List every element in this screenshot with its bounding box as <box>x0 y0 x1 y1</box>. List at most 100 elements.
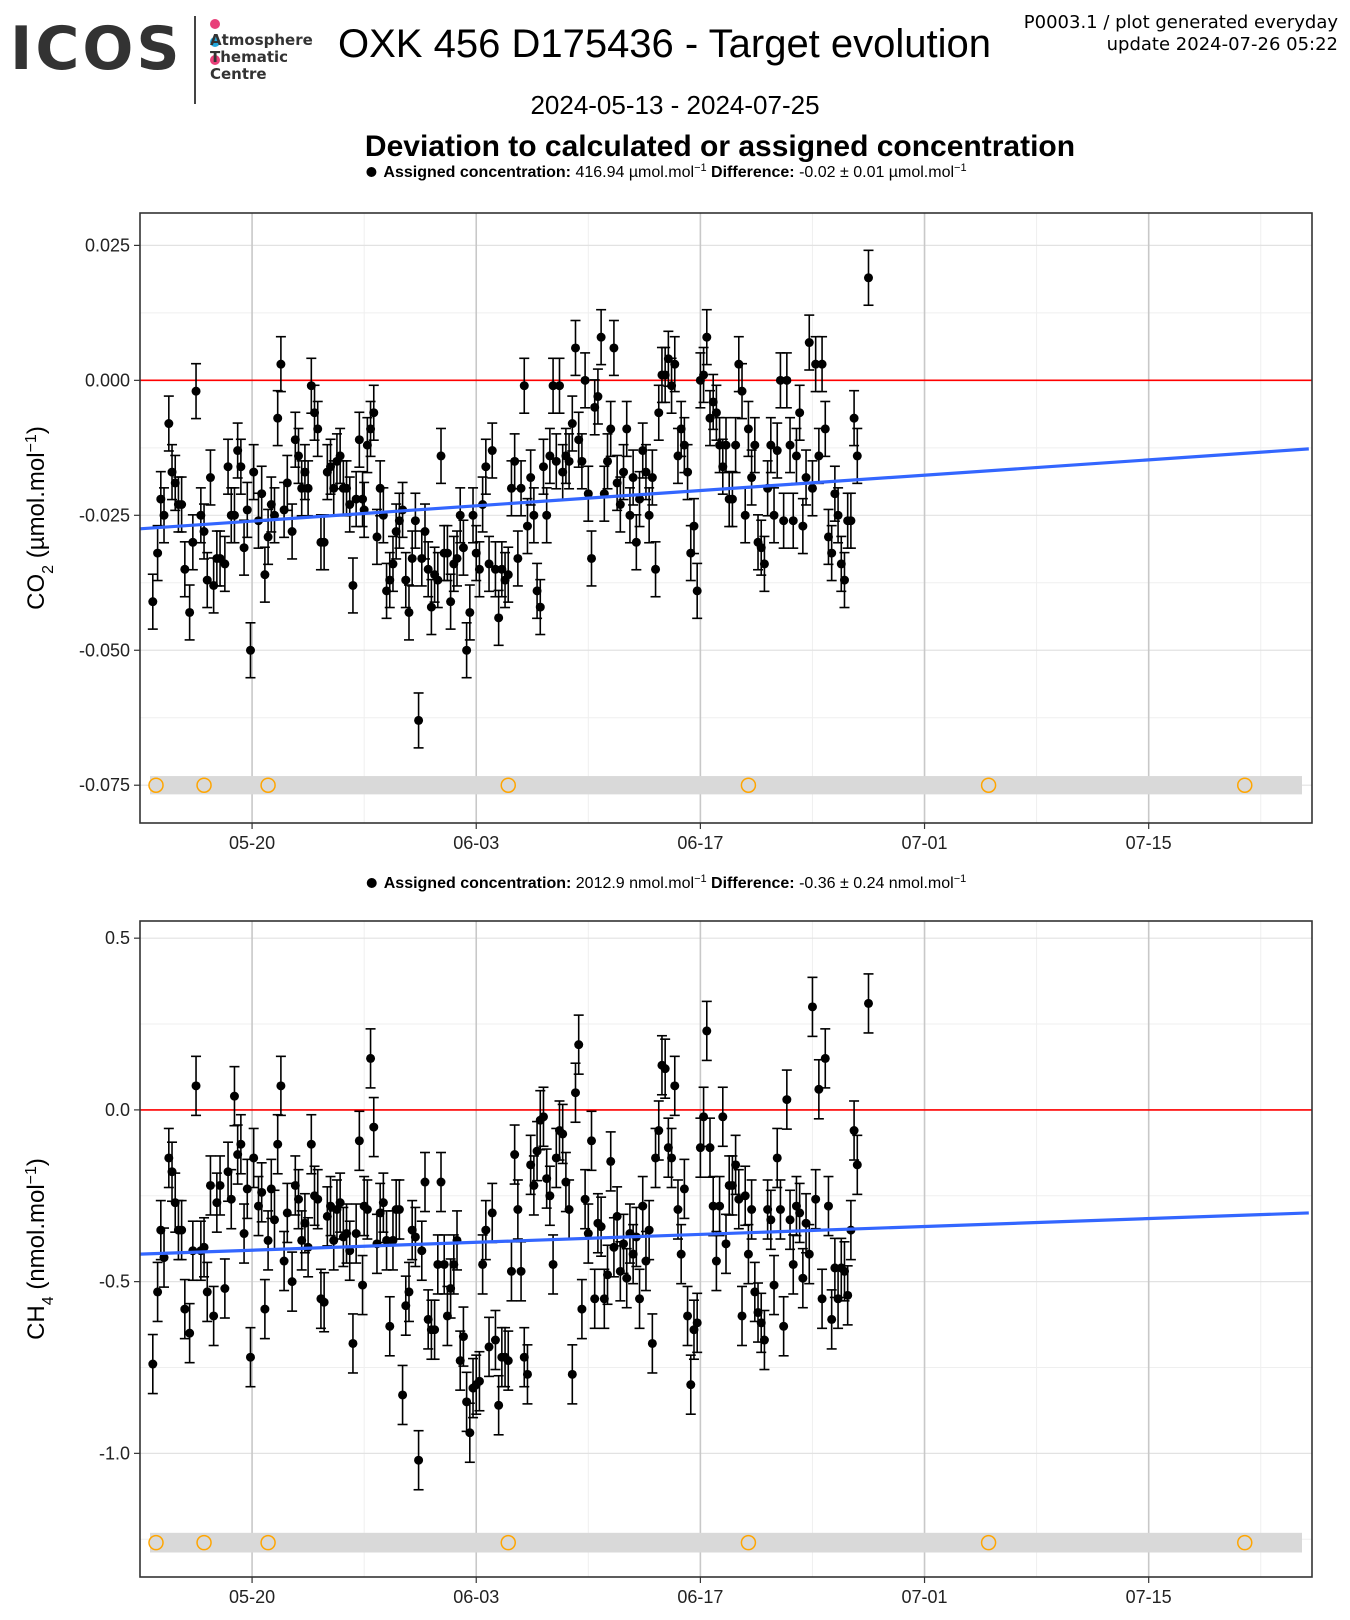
data-point <box>670 359 680 369</box>
data-point <box>522 521 532 531</box>
data-point <box>245 1352 255 1362</box>
flag-marker <box>1237 777 1253 793</box>
data-point <box>185 1328 195 1338</box>
data-point <box>603 1270 613 1280</box>
data-point <box>545 1191 555 1201</box>
data-point <box>836 559 846 569</box>
data-point <box>782 375 792 385</box>
data-point <box>329 1235 339 1245</box>
data-point <box>420 1177 430 1187</box>
data-point <box>236 462 246 472</box>
plot-note-line1: P0003.1 / plot generated everyday <box>1023 12 1338 33</box>
data-point <box>313 424 323 434</box>
data-point <box>410 516 420 526</box>
data-point <box>513 1205 523 1215</box>
data-point <box>423 564 433 574</box>
data-point <box>481 462 491 472</box>
data-point <box>548 1259 558 1269</box>
data-point <box>619 467 629 477</box>
data-point <box>223 462 233 472</box>
legend-marker <box>366 167 377 177</box>
data-point <box>342 1229 352 1239</box>
data-point <box>599 1294 609 1304</box>
data-point <box>699 1112 709 1122</box>
data-point <box>287 526 297 536</box>
data-point <box>833 510 843 520</box>
data-point <box>756 543 766 553</box>
data-point <box>737 386 747 396</box>
data-point <box>548 381 558 391</box>
legend: Assigned concentration: 2012.9 nmol.mol−… <box>384 873 967 892</box>
legend: Assigned concentration: 416.94 µmol.mol−… <box>383 162 966 181</box>
data-point <box>526 1160 536 1170</box>
data-point <box>516 483 526 493</box>
data-point <box>699 370 709 380</box>
data-point <box>590 1294 600 1304</box>
x-tick-label: 07-15 <box>1126 833 1172 853</box>
data-point <box>242 505 252 515</box>
data-point <box>420 526 430 536</box>
y-tick-label: 0.025 <box>85 235 130 255</box>
data-point <box>465 1428 475 1438</box>
data-point <box>779 516 789 526</box>
data-point <box>273 1139 283 1149</box>
data-point <box>282 478 292 488</box>
trend-line <box>139 1211 1309 1256</box>
flag-marker <box>148 1534 164 1551</box>
data-point <box>458 1332 468 1342</box>
data-point <box>811 1194 821 1204</box>
data-point <box>807 1002 817 1012</box>
data-point <box>705 413 715 423</box>
data-point <box>297 483 307 493</box>
data-point <box>513 553 523 563</box>
data-point <box>233 446 243 456</box>
x-tick-label: 05-20 <box>229 833 275 853</box>
data-point <box>404 607 414 617</box>
data-point <box>220 559 230 569</box>
y-tick-label: -0.075 <box>79 775 130 795</box>
data-point <box>708 1201 718 1211</box>
data-point <box>750 440 760 450</box>
data-point <box>287 1277 297 1287</box>
data-point <box>433 575 443 585</box>
data-point <box>358 494 368 504</box>
y-tick-label: -1.0 <box>99 1443 130 1463</box>
data-point <box>297 1235 307 1245</box>
x-tick-label: 07-15 <box>1126 1587 1172 1607</box>
data-point <box>622 424 632 434</box>
x-tick-label: 06-03 <box>453 1587 499 1607</box>
data-point <box>369 1122 379 1132</box>
data-point <box>766 440 776 450</box>
data-point <box>545 451 555 461</box>
data-point <box>727 494 737 504</box>
x-tick-label: 07-01 <box>902 1587 948 1607</box>
legend-difference-label: Difference: <box>707 875 799 892</box>
legend-assigned-value: 416.94 µmol.mol <box>575 164 694 181</box>
data-point <box>266 1184 276 1194</box>
data-point <box>391 526 401 536</box>
data-point <box>801 473 811 483</box>
data-point <box>782 1095 792 1105</box>
data-point <box>474 1376 484 1386</box>
data-point <box>830 489 840 499</box>
data-point <box>351 1229 361 1239</box>
flag-marker <box>980 777 997 793</box>
data-point <box>503 570 513 580</box>
data-point <box>538 462 548 472</box>
data-point <box>276 1081 286 1091</box>
data-point <box>414 1455 424 1465</box>
data-point <box>303 483 313 493</box>
data-point <box>814 1084 824 1094</box>
data-point <box>245 645 255 655</box>
data-point <box>811 359 821 369</box>
data-point <box>260 1304 270 1314</box>
legend-marker <box>366 878 377 888</box>
data-point <box>257 1187 267 1197</box>
data-point <box>282 1208 292 1218</box>
data-point <box>676 424 686 434</box>
data-point <box>455 1356 465 1366</box>
data-point <box>471 548 481 558</box>
data-point <box>852 451 862 461</box>
data-point <box>798 521 808 531</box>
